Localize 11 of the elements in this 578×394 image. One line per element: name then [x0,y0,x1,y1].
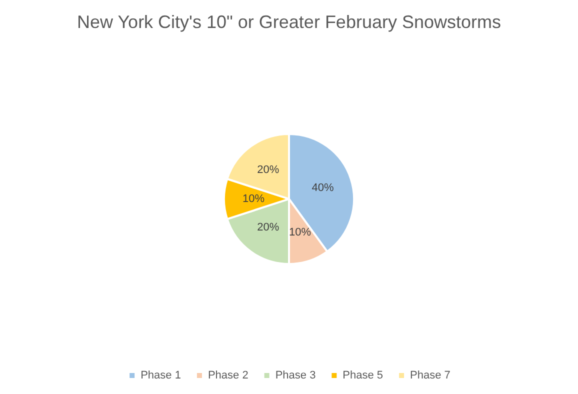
legend-label: Phase 5 [342,370,384,382]
legend-label: Phase 7 [410,370,450,382]
data-label: 20% [257,164,280,176]
chart-title: New York City's 10" or Greater February Snowstorms [77,12,501,32]
data-label: 10% [288,226,312,239]
legend-label: Phase 3 [275,370,316,382]
legend-label: Phase 2 [208,370,248,382]
data-label: 20% [257,222,280,234]
data-label: 10% [242,192,265,205]
data-label: 40% [312,182,334,194]
legend-label: Phase 1 [140,370,181,382]
